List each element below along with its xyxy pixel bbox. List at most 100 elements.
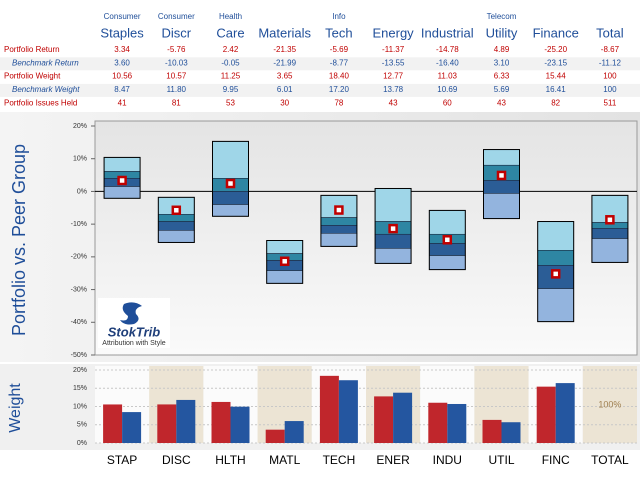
column-header: Total	[596, 25, 624, 40]
range-band	[483, 180, 520, 194]
cell: 41	[118, 98, 127, 107]
column-header: Finance	[533, 25, 579, 40]
y-tick-label: 5%	[77, 422, 87, 429]
cell: 82	[551, 98, 560, 107]
portfolio-marker	[225, 178, 236, 189]
logo-tagline: Attribution with Style	[102, 340, 166, 347]
range-band	[428, 243, 466, 256]
column-band	[582, 366, 637, 443]
column-group: Telecom	[487, 12, 517, 21]
x-tick-label: INDU	[433, 453, 462, 467]
cell: -5.69	[330, 45, 349, 54]
cell: 2.42	[223, 45, 239, 54]
column-header: Discr	[161, 25, 191, 40]
column-group: Consumer	[158, 12, 195, 21]
cell: 9.95	[223, 85, 239, 94]
column-header: Materials	[258, 25, 311, 40]
row-label: Portfolio Return	[4, 45, 60, 54]
cell: 16.41	[546, 85, 567, 94]
cell: 10.57	[166, 72, 187, 81]
bar	[447, 403, 467, 443]
logo-name: StokTrib	[108, 324, 161, 339]
range-band	[320, 225, 358, 234]
range-outline	[157, 196, 195, 243]
bar	[122, 412, 142, 443]
y-tick-label: 20%	[73, 123, 87, 130]
cell: 3.60	[114, 58, 130, 67]
range-outline	[103, 156, 141, 199]
portfolio-marker	[279, 256, 290, 267]
column-header: Staples	[100, 25, 144, 40]
portfolio-marker	[388, 223, 398, 234]
column-group: Info	[332, 12, 346, 21]
cell: -23.15	[544, 58, 567, 67]
range-outline	[374, 187, 412, 264]
y-axis-title: Weight	[7, 383, 24, 433]
range-band	[591, 238, 629, 263]
range-band	[483, 149, 520, 166]
cell: 3.65	[277, 72, 293, 81]
range-outline	[591, 194, 629, 263]
cell: -10.03	[165, 58, 188, 67]
cell: 53	[226, 98, 235, 107]
range-outline	[212, 140, 249, 217]
bar	[555, 383, 575, 443]
range-band	[374, 188, 412, 222]
cell: 511	[604, 98, 617, 107]
y-tick-label: 0%	[77, 440, 87, 447]
bar	[103, 404, 123, 443]
y-tick-label: 10%	[73, 156, 87, 163]
y-tick-label: 10%	[73, 403, 87, 410]
bar	[536, 386, 556, 443]
column-header: Energy	[372, 25, 414, 40]
cell: 12.77	[383, 72, 404, 81]
cell: -0.05	[221, 58, 240, 67]
y-tick-label: -20%	[71, 254, 87, 261]
range-band	[537, 288, 575, 322]
x-tick-label: ENER	[376, 453, 410, 467]
bar	[338, 380, 358, 443]
cell: -21.35	[273, 45, 296, 54]
row-band	[0, 83, 640, 97]
bar	[482, 419, 502, 443]
column-group: Health	[219, 12, 242, 21]
bar	[428, 402, 448, 443]
cell: 100	[603, 72, 617, 81]
bar	[319, 375, 339, 443]
bar	[230, 406, 250, 443]
cell: -5.76	[167, 45, 186, 54]
portfolio-marker	[334, 205, 344, 215]
range-band	[158, 230, 195, 243]
cell: -16.40	[436, 58, 459, 67]
column-header: Industrial	[421, 25, 474, 40]
range-band	[374, 233, 412, 249]
x-tick-label: FINC	[542, 453, 570, 467]
y-tick-label: -50%	[71, 352, 87, 359]
annotation: 100%	[598, 399, 621, 409]
cell: 3.34	[114, 45, 130, 54]
y-tick-label: -10%	[71, 221, 87, 228]
cell: -8.67	[601, 45, 620, 54]
row-label: Benchmark Return	[12, 58, 79, 67]
cell: 30	[280, 98, 289, 107]
bar	[284, 421, 304, 443]
range-band	[428, 255, 466, 270]
cell: 8.47	[114, 85, 130, 94]
column-header: Utility	[486, 25, 518, 40]
cell: -14.78	[436, 45, 459, 54]
cell: 78	[334, 98, 343, 107]
bar	[393, 392, 413, 443]
range-band	[537, 221, 575, 251]
cell: 43	[389, 98, 398, 107]
range-band	[103, 157, 141, 172]
x-tick-label: HLTH	[215, 453, 245, 467]
cell: 3.10	[494, 58, 510, 67]
range-band	[537, 250, 575, 266]
portfolio-marker	[550, 269, 561, 279]
cell: -21.99	[273, 58, 296, 67]
portfolio-marker	[496, 170, 507, 181]
cell: 10.56	[112, 72, 133, 81]
cell: 13.78	[383, 85, 404, 94]
cell: 100	[603, 85, 617, 94]
bar	[265, 429, 285, 443]
